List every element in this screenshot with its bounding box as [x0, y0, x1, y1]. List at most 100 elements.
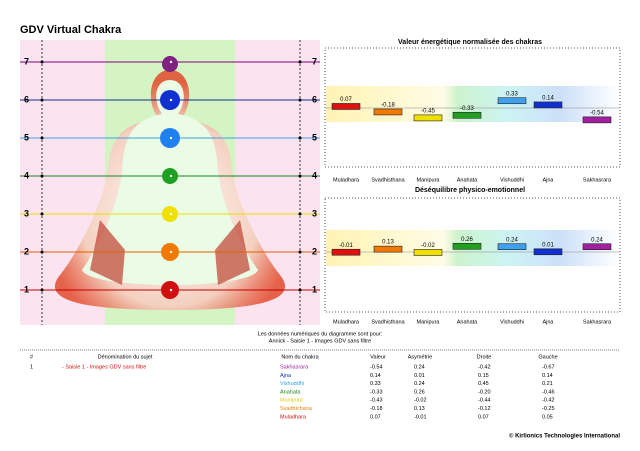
- category-label: Muladhara: [333, 177, 360, 183]
- value-label: -0.01: [339, 243, 353, 249]
- chakra-dot-center: [169, 60, 173, 64]
- table-cell: 0.07: [478, 414, 489, 420]
- chakra-dot-center: [169, 174, 173, 178]
- chakra-name: Anahata: [280, 389, 301, 395]
- value-label: 0.13: [382, 240, 394, 246]
- table-cell: -0.42: [542, 398, 555, 404]
- level-label: 2: [312, 246, 317, 256]
- table-cell: -0.18: [370, 406, 383, 412]
- value-label: -0.33: [460, 106, 474, 112]
- table-cell: 0.24: [414, 381, 425, 387]
- chart-frame: [324, 47, 621, 168]
- table-cell: 0.07: [370, 414, 381, 420]
- level-dot: [298, 212, 302, 216]
- category-label: Anahata: [457, 177, 478, 183]
- chakra-dot-center: [169, 288, 173, 292]
- table-header: Droite: [477, 354, 492, 360]
- chart-frame: [324, 197, 621, 313]
- value-label: 0.07: [340, 97, 352, 103]
- bar: [582, 116, 612, 124]
- table-cell: 0.15: [478, 373, 489, 379]
- table-cell: 0.24: [414, 364, 425, 370]
- bar: [413, 249, 443, 256]
- bar: [413, 114, 443, 122]
- level-label: 5: [24, 132, 29, 142]
- chart-title: Valeur énergétique normalisée des chakra…: [398, 39, 542, 46]
- chakra-name: Vishuddhi: [280, 381, 304, 387]
- table-cell: -0.20: [478, 389, 491, 395]
- level-label: 3: [24, 208, 29, 218]
- bar: [582, 243, 612, 251]
- level-dot: [40, 60, 44, 64]
- value-label: -0.45: [421, 108, 435, 114]
- level-label: 1: [24, 284, 29, 294]
- category-label: Muladhara: [333, 319, 360, 325]
- level-label: 4: [24, 170, 29, 180]
- bar: [452, 242, 482, 250]
- value-label: 0.26: [461, 237, 473, 243]
- chakra-name: Manipura: [280, 398, 304, 404]
- level-label: 4: [312, 170, 317, 180]
- table-cell: -0.43: [370, 398, 383, 404]
- category-label: Sakhasrara: [583, 319, 612, 325]
- value-label: -0.54: [590, 110, 604, 116]
- level-label: 6: [312, 94, 317, 104]
- chakra-name: Sakhasrara: [280, 364, 309, 370]
- table-cell: -0.02: [414, 398, 427, 404]
- value-label: 0.24: [591, 237, 603, 243]
- table-cell: -0.25: [542, 406, 555, 412]
- level-dot: [40, 288, 44, 292]
- chakra-dot-center: [169, 212, 173, 216]
- subject-number: 1: [30, 364, 33, 370]
- category-label: Manipura: [417, 177, 441, 183]
- category-label: Svadhisthana: [371, 177, 405, 183]
- bar: [373, 245, 403, 253]
- level-dot: [40, 98, 44, 102]
- table-cell: 0.01: [414, 373, 425, 379]
- chakra-name: Ajna: [280, 373, 292, 379]
- table-cell: -0.46: [542, 389, 555, 395]
- footer: © Kirlionics Technologies International: [509, 433, 620, 440]
- level-dot: [298, 174, 302, 178]
- table-header: Dénomination du sujet: [98, 354, 153, 360]
- bar: [533, 248, 563, 256]
- level-dot: [298, 60, 302, 64]
- chakra-dot-center: [169, 250, 173, 254]
- level-dot: [298, 136, 302, 140]
- table-cell: -0.42: [478, 364, 491, 370]
- chakra-dot-center: [169, 98, 173, 102]
- table-cell: 0.45: [478, 381, 489, 387]
- category-label: Vishuddhi: [500, 319, 524, 325]
- table-cell: -0.12: [478, 406, 491, 412]
- value-label: -0.02: [421, 243, 435, 249]
- table-cell: 0.33: [370, 381, 381, 387]
- category-label: Ajna: [542, 319, 554, 325]
- chakra-dot-center: [169, 136, 173, 140]
- level-dot: [40, 250, 44, 254]
- table-header: Valeur: [370, 354, 386, 360]
- level-label: 1: [312, 284, 317, 294]
- table-cell: 0.13: [414, 406, 425, 412]
- level-dot: [40, 136, 44, 140]
- bar: [497, 97, 527, 105]
- level-label: 6: [24, 94, 29, 104]
- table-cell: 0.05: [542, 414, 553, 420]
- note: Annick - Saisie 1 - Images GDV sans filt…: [269, 338, 371, 344]
- value-label: 0.01: [542, 242, 554, 248]
- level-dot: [40, 212, 44, 216]
- bar: [452, 111, 482, 119]
- category-label: Ajna: [542, 177, 554, 183]
- table-header: Asymétrie: [408, 354, 432, 360]
- level-label: 2: [24, 246, 29, 256]
- table-cell: -0.01: [414, 414, 427, 420]
- chart-title: Déséquilibre physico-emotionnel: [415, 187, 525, 194]
- level-dot: [40, 174, 44, 178]
- chakra-name: Svadhichana: [280, 406, 313, 412]
- value-label: -0.18: [381, 103, 395, 109]
- title: GDV Virtual Chakra: [20, 24, 122, 36]
- table-header: Gauche: [538, 354, 557, 360]
- bar: [497, 243, 527, 251]
- table-cell: 0.14: [542, 373, 553, 379]
- table-cell: 0.26: [414, 389, 425, 395]
